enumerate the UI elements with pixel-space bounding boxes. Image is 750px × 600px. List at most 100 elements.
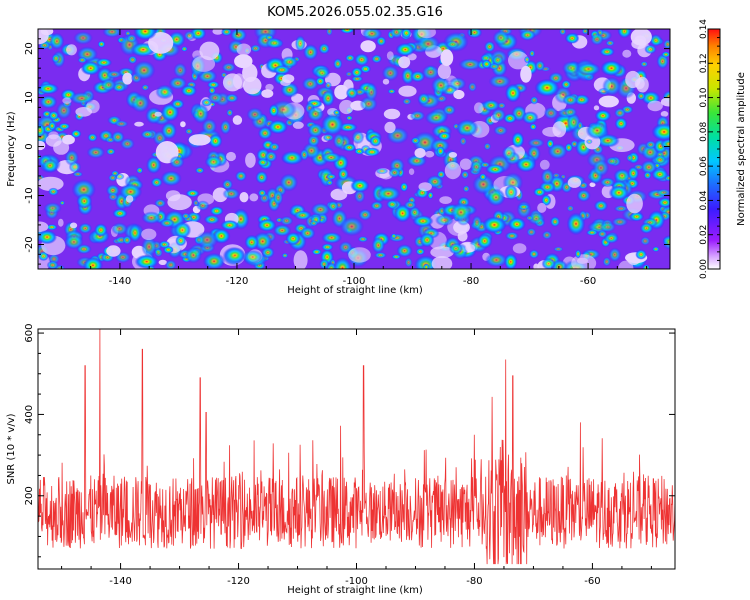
heatmap-blob <box>87 133 98 142</box>
heatmap-blob <box>593 200 609 212</box>
heatmap-blob <box>527 212 546 226</box>
heatmap-blob <box>354 189 366 204</box>
heatmap-blob <box>321 232 343 244</box>
heatmap-blob <box>321 243 334 251</box>
heatmap-blob <box>255 170 268 184</box>
heatmap-blob <box>320 152 342 163</box>
heatmap-blob <box>501 145 517 161</box>
heatmap-blob <box>594 109 612 122</box>
heatmap-blob <box>430 138 450 153</box>
heatmap-blob <box>563 107 578 118</box>
heatmap-blob <box>564 142 573 153</box>
heatmap-blob <box>325 173 337 180</box>
heatmap-hotspots <box>80 60 670 234</box>
heatmap-blob <box>485 164 506 175</box>
heatmap-blob <box>437 131 452 141</box>
heatmap-blob <box>348 247 371 263</box>
heatmap-blob <box>282 74 295 83</box>
heatmap-blob <box>418 182 432 192</box>
heatmap-blob <box>257 189 267 197</box>
heatmap-blob <box>507 217 526 232</box>
heatmap-blob <box>207 91 224 104</box>
heatmap-blob <box>521 111 539 125</box>
heatmap-blob <box>363 147 381 157</box>
heatmap-blob <box>561 79 572 90</box>
heatmap-blob <box>383 108 401 120</box>
heatmap-blob <box>486 188 506 207</box>
heatmap-blob <box>192 55 216 72</box>
heatmap-blob <box>100 78 117 92</box>
heatmap-blob <box>527 138 545 148</box>
heatmap-blob <box>440 49 454 67</box>
heatmap-blob <box>175 235 187 247</box>
heatmap-blob <box>146 156 162 174</box>
heatmap-blob <box>279 215 294 226</box>
heatmap-blob <box>339 29 355 34</box>
colorbar: 0.00 0.02 0.04 0.06 0.08 0.10 0.12 0.14 Normali… <box>699 19 747 279</box>
heatmap-blob <box>62 134 75 145</box>
heatmap-blob <box>599 177 616 188</box>
heatmap-blob <box>466 29 483 39</box>
heatmap-blob <box>414 255 438 269</box>
heatmap-blob <box>505 231 519 241</box>
heatmap-blob <box>201 118 217 135</box>
heatmap-blob <box>634 35 646 45</box>
heatmap-blob <box>338 241 353 254</box>
heatmap-blob <box>390 233 397 239</box>
heatmap-blob <box>173 221 192 239</box>
heatmap-blob <box>133 29 157 41</box>
heatmap-blob <box>140 129 155 139</box>
heatmap-blob <box>606 156 618 166</box>
heatmap-blob <box>165 190 181 202</box>
heatmap-blob <box>51 53 61 64</box>
heatmap-blob <box>180 121 186 128</box>
heatmap-blob <box>613 168 631 183</box>
heatmap-blob <box>196 200 210 211</box>
heatmap-blob <box>43 202 62 215</box>
heatmap-blob <box>161 122 177 140</box>
heatmap-blob <box>39 95 58 109</box>
heatmap-blob <box>382 78 390 85</box>
heatmap-blob <box>70 222 78 229</box>
heatmap-blob <box>603 233 619 244</box>
heatmap-blob <box>398 85 417 97</box>
heatmap-blob <box>134 254 159 269</box>
heatmap-blob <box>102 29 122 38</box>
heatmap-blob <box>559 29 567 36</box>
heatmap-blob <box>38 251 49 262</box>
heatmap-blob <box>273 189 284 206</box>
heatmap-blob <box>517 203 530 211</box>
heatmap-blob <box>280 56 299 68</box>
heatmap-blob <box>657 197 670 208</box>
heatmap-blob <box>351 130 365 145</box>
heatmap-blob <box>333 109 341 116</box>
heatmap-blob <box>132 60 156 81</box>
heatmap-blob <box>77 56 88 64</box>
heatmap-blob <box>273 65 291 75</box>
heatmap-blob <box>111 130 125 144</box>
x-tick-label: -100 <box>343 276 366 287</box>
heatmap-blob <box>404 257 413 268</box>
heatmap-blob <box>627 166 640 181</box>
heatmap-blob <box>192 103 210 124</box>
heatmap-blob <box>173 62 187 78</box>
heatmap-blob <box>114 120 129 128</box>
heatmap-blob <box>257 218 277 232</box>
heatmap-blob <box>395 42 415 57</box>
heatmap-blob <box>154 111 162 117</box>
heatmap-blob <box>281 150 303 165</box>
heatmap-blob <box>222 187 241 200</box>
heatmap-blobs <box>38 29 670 269</box>
heatmap-blob <box>319 258 330 269</box>
heatmap-blob <box>332 132 346 150</box>
heatmap-hotspot <box>350 178 370 193</box>
heatmap-blob <box>649 34 663 47</box>
heatmap-blob <box>402 98 412 105</box>
heatmap-blob <box>474 102 484 114</box>
heatmap-blob <box>127 55 138 65</box>
heatmap-blob <box>581 29 589 35</box>
heatmap-blob <box>652 246 660 252</box>
heatmap-blob <box>493 125 508 136</box>
heatmap-blob <box>480 161 491 168</box>
